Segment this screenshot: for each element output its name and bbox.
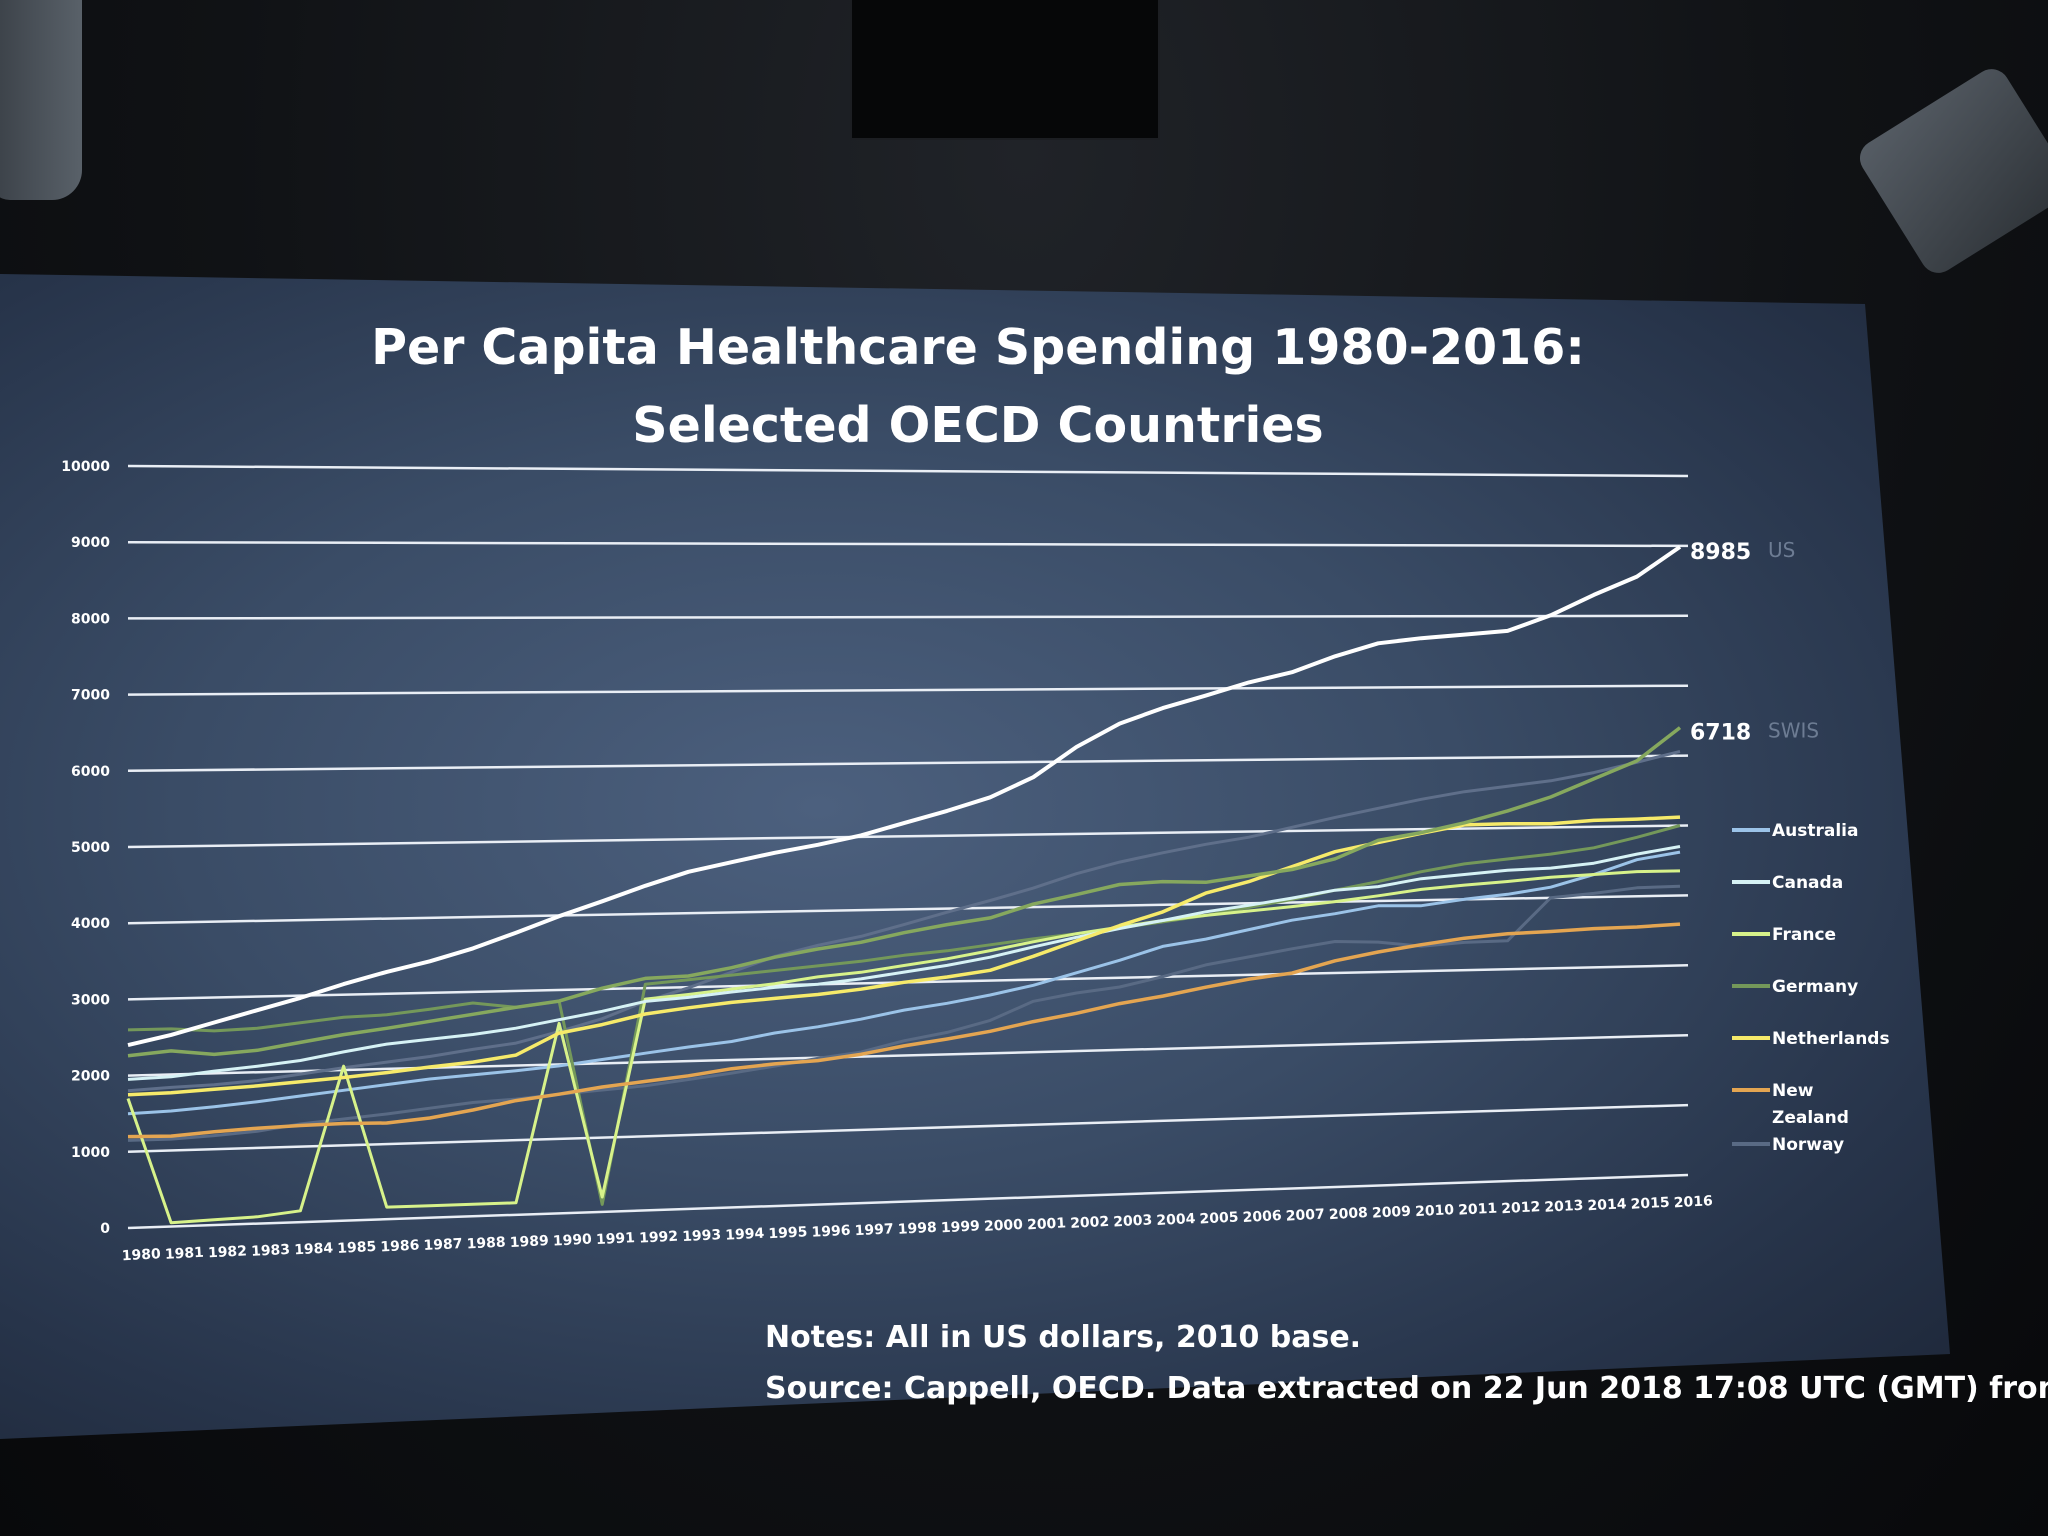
ceiling-fixture: [850, 0, 1160, 140]
x-tick-label: 1992: [639, 1229, 679, 1247]
x-tick-label: 1995: [768, 1224, 808, 1242]
y-tick-label: 2000: [71, 1069, 110, 1085]
x-tick-label: 2002: [1070, 1214, 1110, 1232]
series-line-switzerland: [127, 726, 1682, 1058]
x-tick-label: 1999: [940, 1218, 980, 1236]
x-tick-label: 1982: [208, 1243, 248, 1261]
legend-label: Canada: [1772, 873, 1843, 893]
x-tick-label: 1988: [466, 1235, 506, 1253]
chart-title: Per Capita Healthcare Spending 1980-2016…: [371, 319, 1585, 376]
x-tick-label: 2005: [1199, 1209, 1239, 1227]
y-tick-label: 5000: [71, 840, 110, 856]
y-tick-label: 8000: [71, 611, 110, 627]
gridline: [127, 684, 1689, 696]
x-tick-label: 1983: [251, 1242, 291, 1260]
ceiling-light-left: [0, 0, 82, 200]
x-tick-label: 1990: [552, 1232, 592, 1250]
gridline: [127, 894, 1689, 925]
x-tick-label: 2014: [1587, 1196, 1627, 1214]
series-line-canada: [127, 845, 1681, 1081]
series-line-new-zealand: [127, 922, 1681, 1139]
x-tick-label: 2007: [1285, 1207, 1325, 1225]
x-tick-label: 2003: [1113, 1212, 1153, 1230]
series-line-france: [126, 869, 1681, 1225]
gridline: [127, 614, 1689, 620]
x-tick-label: 1984: [294, 1240, 334, 1258]
gridline: [127, 754, 1689, 773]
series-line-switzerland-upper-: [127, 749, 1681, 1093]
x-tick-label: 2006: [1242, 1208, 1282, 1226]
x-tick-label: 2013: [1544, 1198, 1584, 1216]
x-tick-label: 1997: [854, 1221, 894, 1239]
chart-subtitle: Selected OECD Countries: [632, 397, 1323, 454]
x-tick-label: 1981: [164, 1245, 204, 1263]
x-tick-label: 2001: [1027, 1215, 1067, 1233]
y-tick-label: 1000: [71, 1145, 110, 1161]
legend-label: Australia: [1772, 821, 1859, 841]
y-tick-label: 9000: [71, 535, 110, 551]
x-tick-label: 1986: [380, 1237, 420, 1255]
end-series-tag: SWIS: [1768, 719, 1819, 743]
y-tick-label: 7000: [71, 688, 110, 704]
gridline: [127, 1033, 1689, 1077]
x-tick-label: 1996: [811, 1223, 851, 1241]
legend-label: New: [1772, 1081, 1814, 1101]
x-tick-label: 1993: [682, 1227, 722, 1245]
legend-label: Norway: [1772, 1135, 1844, 1155]
x-tick-label: 1987: [423, 1236, 463, 1254]
x-axis: 1980 1981 1982 1983 1984 1985 1986 1987 1988 1989…: [121, 1193, 1713, 1264]
gridline: [127, 540, 1689, 548]
gridline: [127, 1173, 1689, 1230]
gridline: [127, 1103, 1689, 1154]
end-value-label: 6718: [1690, 721, 1751, 746]
series-line-australia: [127, 850, 1681, 1116]
x-tick-label: 1985: [337, 1239, 377, 1257]
x-tick-label: 2011: [1458, 1201, 1498, 1219]
end-value-label: 8985: [1690, 540, 1751, 565]
x-tick-label: 1994: [725, 1226, 765, 1244]
end-series-tag: US: [1768, 538, 1795, 562]
x-tick-label: 2004: [1156, 1211, 1196, 1229]
y-tick-label: 6000: [71, 764, 110, 780]
x-tick-label: 1989: [509, 1233, 549, 1251]
legend-label: Netherlands: [1772, 1029, 1890, 1049]
series-line-us: [127, 545, 1682, 1048]
y-tick-label: 3000: [71, 992, 110, 1008]
x-tick-label: 1980: [121, 1246, 161, 1264]
legend-label: France: [1772, 925, 1836, 945]
y-tick-label: 4000: [71, 916, 110, 932]
x-tick-label: 2008: [1328, 1205, 1368, 1223]
series-lines: [126, 545, 1682, 1225]
y-tick-label: 10000: [61, 459, 110, 475]
y-axis: 0 1000 2000 3000 4000 5000 6000 7000 8000 9000 100…: [61, 459, 110, 1237]
source-text: Source: Cappell, OECD. Data extracted on…: [765, 1371, 2048, 1406]
chart-gridlines: [127, 464, 1689, 1230]
x-tick-label: 2010: [1415, 1202, 1455, 1220]
end-labels: 8985 US 6718 SWIS: [1690, 538, 1819, 746]
x-tick-label: 2015: [1630, 1195, 1670, 1213]
x-tick-label: 1991: [596, 1230, 636, 1248]
x-tick-label: 2000: [984, 1217, 1024, 1235]
notes-text: Notes: All in US dollars, 2010 base.: [765, 1320, 1361, 1355]
x-tick-label: 2012: [1501, 1199, 1541, 1217]
gridline: [127, 464, 1689, 478]
y-tick-label: 0: [100, 1221, 110, 1237]
x-tick-label: 2009: [1372, 1204, 1412, 1222]
gridline: [127, 824, 1689, 849]
x-tick-label: 2016: [1673, 1193, 1713, 1211]
x-tick-label: 1998: [897, 1220, 937, 1238]
legend-label: Germany: [1772, 977, 1858, 997]
legend: Australia Canada France Germany Netherlands N…: [1732, 821, 1890, 1155]
legend-label: Zealand: [1772, 1108, 1849, 1128]
series-line-germany: [127, 824, 1681, 1206]
